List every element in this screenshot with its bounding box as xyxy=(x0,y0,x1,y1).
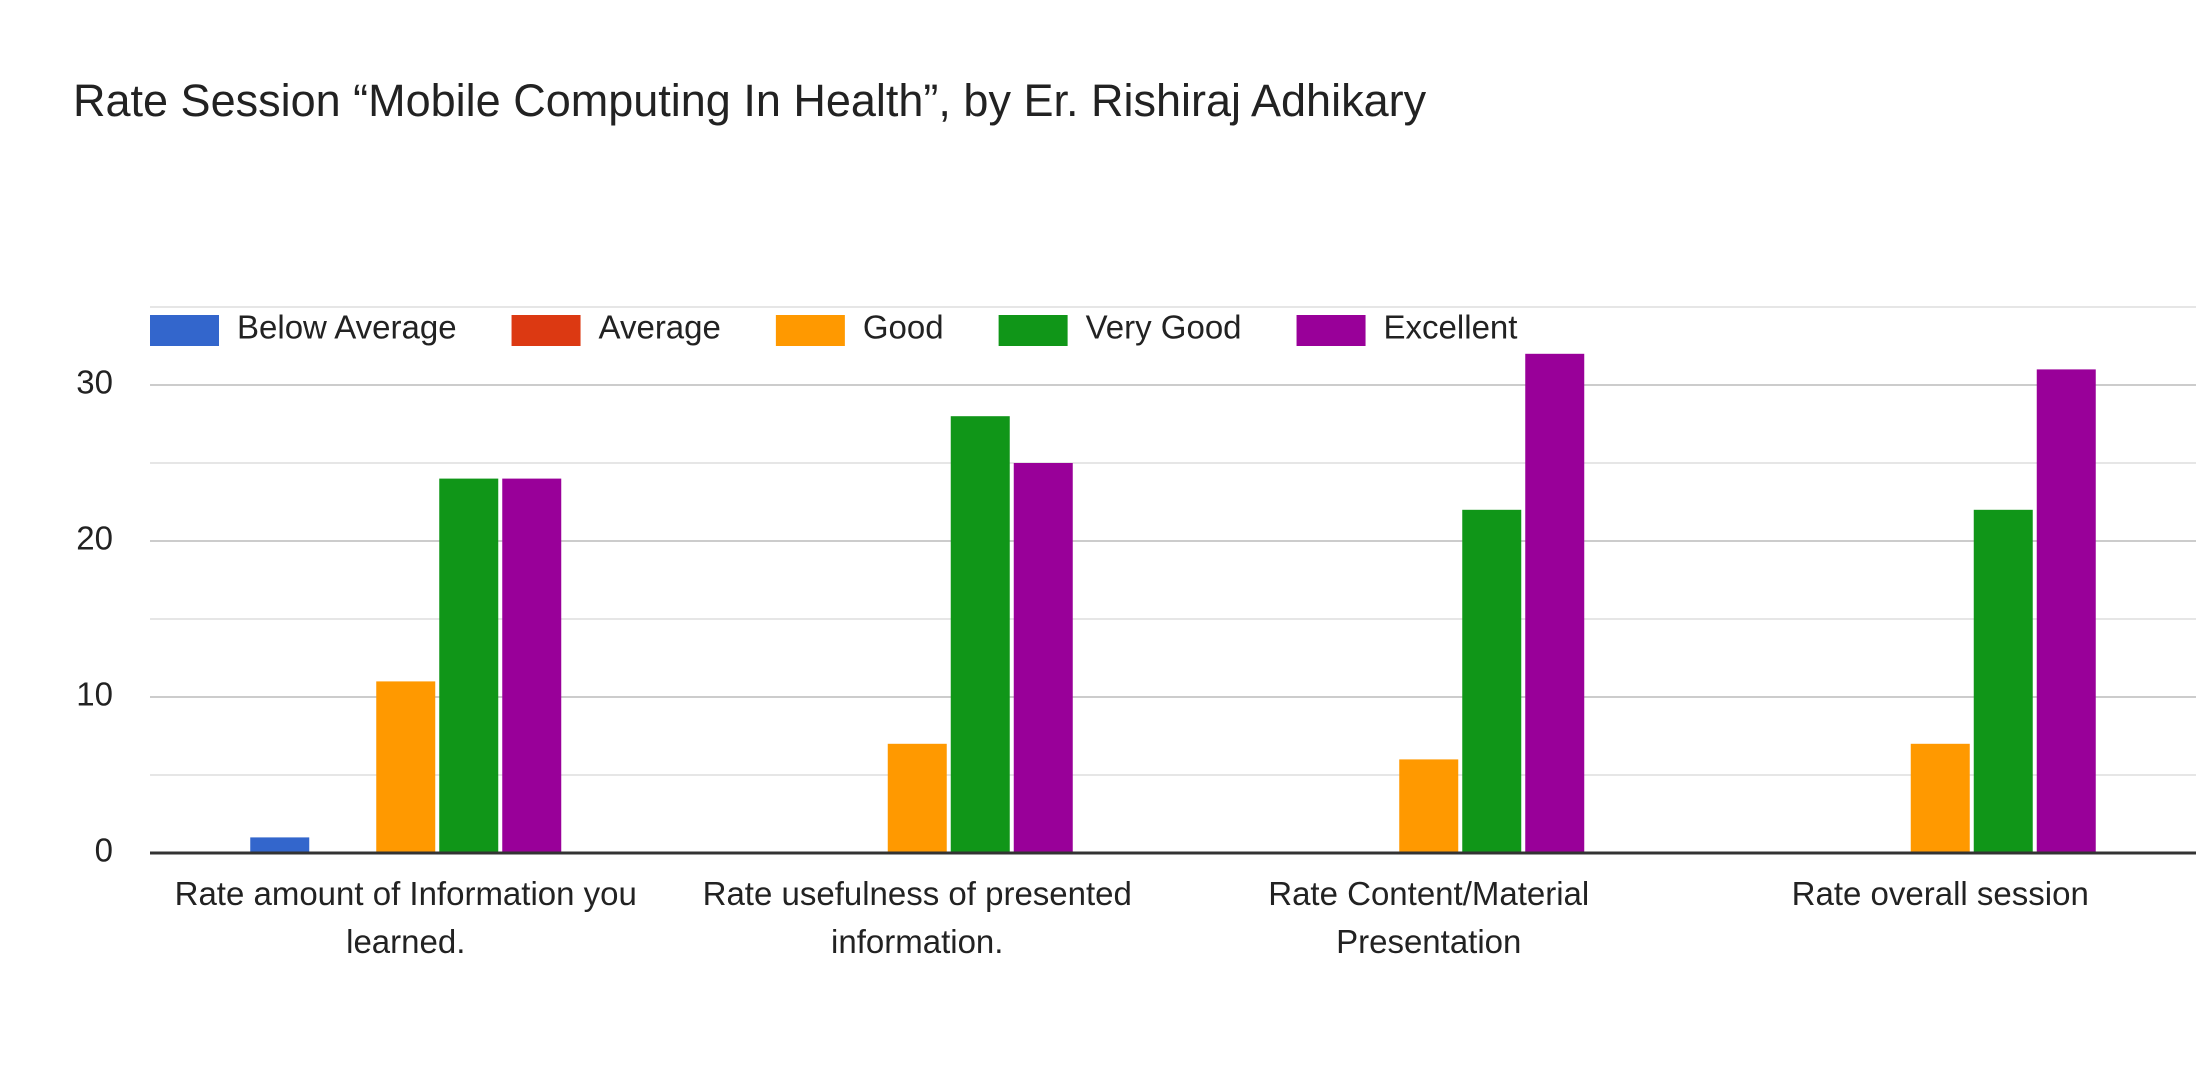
bar xyxy=(950,416,1010,853)
x-tick-label: Rate amount of Information you learned. xyxy=(174,875,637,960)
y-tick-label: 10 xyxy=(76,676,113,713)
legend-label: Below Average xyxy=(237,309,457,346)
x-tick-label: Rate Content/Material Presentation xyxy=(1268,875,1590,960)
bar xyxy=(2036,369,2096,853)
bar xyxy=(1462,509,1522,853)
y-tick-label: 0 xyxy=(95,832,113,869)
legend-swatch xyxy=(998,315,1068,346)
legend-label: Very Good xyxy=(1086,309,1242,346)
bar xyxy=(1973,509,2033,853)
bar xyxy=(502,478,562,853)
legend-label: Average xyxy=(599,309,721,346)
bar xyxy=(1525,353,1585,853)
legend-label: Excellent xyxy=(1384,309,1518,346)
bar xyxy=(439,478,499,853)
bar xyxy=(250,837,310,853)
legend-swatch xyxy=(775,315,845,346)
y-tick-label: 20 xyxy=(76,520,113,557)
legend-swatch xyxy=(150,315,219,346)
y-tick-label: 30 xyxy=(76,364,113,401)
x-tick-label: Rate usefulness of presented information… xyxy=(702,875,1132,960)
bar xyxy=(1910,743,1970,853)
bar xyxy=(887,743,947,853)
legend-label: Good xyxy=(863,309,944,346)
chart-title: Rate Session “Mobile Computing In Health… xyxy=(73,75,1427,126)
x-tick-label: Rate overall session xyxy=(1791,875,2089,912)
legend-swatch xyxy=(511,315,581,346)
bar xyxy=(1013,463,1073,853)
bar xyxy=(1399,759,1459,853)
legend-swatch xyxy=(1296,315,1366,346)
bar xyxy=(376,681,436,853)
